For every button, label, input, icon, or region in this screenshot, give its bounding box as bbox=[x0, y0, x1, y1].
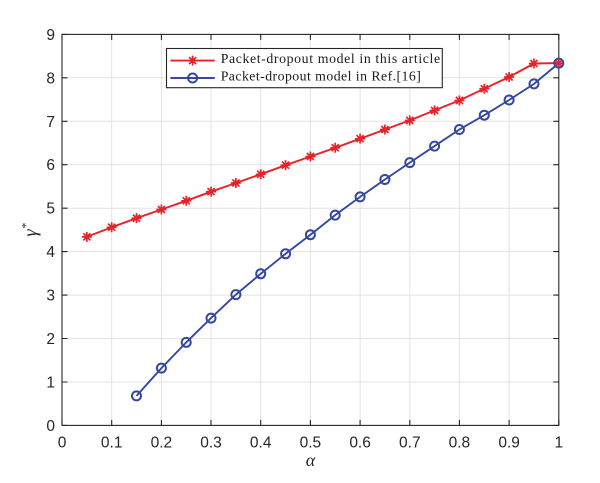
svg-text:4: 4 bbox=[46, 244, 55, 261]
svg-text:0.9: 0.9 bbox=[498, 435, 520, 452]
svg-text:0.8: 0.8 bbox=[449, 435, 471, 452]
svg-text:1: 1 bbox=[46, 375, 55, 392]
svg-text:0.5: 0.5 bbox=[300, 435, 322, 452]
svg-text:0.3: 0.3 bbox=[200, 435, 222, 452]
svg-text:2: 2 bbox=[46, 331, 55, 348]
svg-text:0.6: 0.6 bbox=[349, 435, 371, 452]
svg-text:0: 0 bbox=[46, 418, 55, 435]
svg-text:Packet-dropout model in this a: Packet-dropout model in this article bbox=[221, 51, 441, 66]
svg-text:9: 9 bbox=[46, 27, 55, 44]
svg-text:0.7: 0.7 bbox=[399, 435, 421, 452]
svg-text:Packet-dropout model in Ref.[1: Packet-dropout model in Ref.[16] bbox=[221, 69, 422, 84]
svg-text:γ*: γ* bbox=[19, 223, 42, 237]
svg-text:0: 0 bbox=[58, 435, 67, 452]
svg-text:1: 1 bbox=[554, 435, 563, 452]
svg-text:8: 8 bbox=[46, 70, 55, 87]
svg-text:6: 6 bbox=[46, 157, 55, 174]
svg-text:0.1: 0.1 bbox=[101, 435, 123, 452]
svg-text:α: α bbox=[306, 450, 316, 470]
svg-text:0.2: 0.2 bbox=[151, 435, 173, 452]
svg-text:3: 3 bbox=[46, 288, 55, 305]
svg-text:0.4: 0.4 bbox=[250, 435, 272, 452]
svg-text:7: 7 bbox=[46, 114, 55, 131]
svg-text:5: 5 bbox=[46, 201, 55, 218]
